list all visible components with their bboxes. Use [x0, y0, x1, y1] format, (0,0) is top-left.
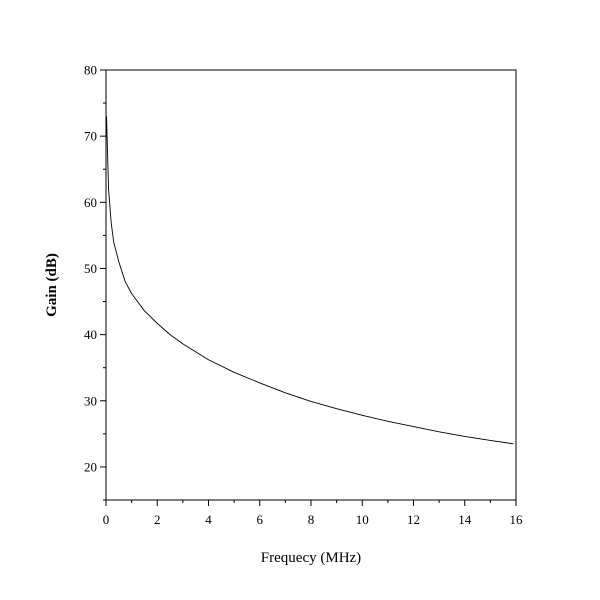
gain-curve	[106, 116, 514, 445]
y-axis-title: Gain (dB)	[44, 253, 60, 317]
y-tick-label: 60	[84, 195, 97, 210]
y-tick-label: 80	[84, 63, 97, 78]
x-tick-label: 16	[510, 512, 524, 527]
x-tick-label: 10	[356, 512, 369, 527]
x-tick-label: 12	[407, 512, 420, 527]
series-layer	[106, 116, 514, 445]
plot-area	[105, 69, 517, 501]
y-tick-label: 70	[84, 129, 97, 144]
x-tick-label: 14	[458, 512, 472, 527]
y-tick-label: 40	[84, 327, 97, 342]
y-tick-label: 30	[84, 393, 97, 408]
x-axis-ticks: 0 2 4 6 8 10 12 14 16	[103, 500, 523, 527]
x-axis-title: Frequecy (MHz)	[261, 550, 361, 566]
x-tick-label: 2	[154, 512, 161, 527]
plot-frame	[105, 69, 517, 501]
y-tick-label: 20	[84, 459, 97, 474]
y-tick-label: 50	[84, 261, 97, 276]
x-tick-label: 4	[205, 512, 212, 527]
x-tick-label: 6	[257, 512, 264, 527]
x-tick-label: 0	[103, 512, 110, 527]
x-tick-label: 8	[308, 512, 315, 527]
y-axis-ticks: 20 30 40 50 60 70 80	[84, 63, 106, 501]
